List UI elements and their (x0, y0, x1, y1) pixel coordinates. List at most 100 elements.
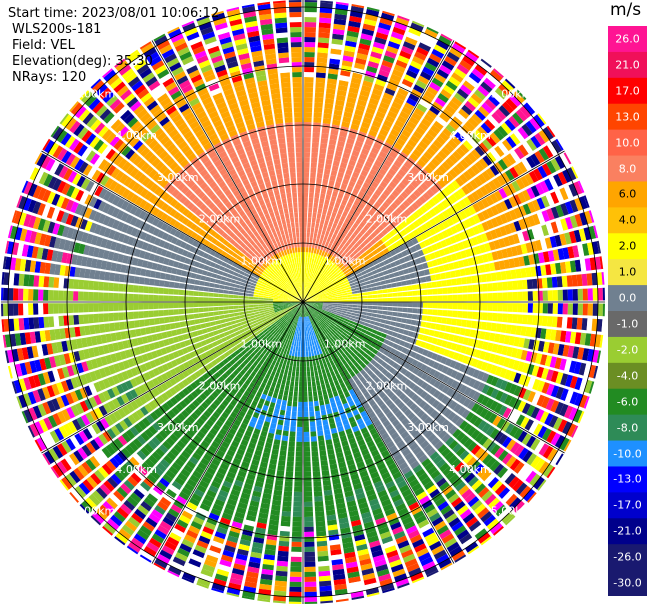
range-gate (374, 263, 381, 270)
range-gate (461, 277, 467, 285)
range-gate (335, 224, 342, 231)
range-gate (103, 292, 109, 301)
range-gate (342, 178, 349, 186)
range-gate (377, 289, 383, 294)
range-gate (498, 142, 509, 154)
range-gate (303, 122, 312, 128)
range-gate (467, 152, 478, 163)
range-gate (364, 160, 373, 168)
range-gate (347, 133, 357, 140)
range-gate (284, 228, 289, 235)
range-gate (576, 274, 583, 287)
range-gate (452, 243, 460, 252)
range-gate (218, 302, 224, 306)
range-gate (347, 91, 358, 99)
range-gate (281, 162, 289, 169)
range-gate (193, 308, 199, 313)
range-gate (447, 183, 457, 193)
range-gate (306, 295, 311, 299)
range-gate (339, 204, 346, 211)
range-gate (515, 178, 526, 190)
range-gate (356, 232, 363, 239)
range-gate (418, 140, 428, 150)
range-gate (292, 82, 302, 88)
range-gate (317, 228, 322, 235)
range-gate (466, 238, 474, 248)
range-gate (295, 147, 303, 153)
range-gate (381, 146, 390, 155)
range-gate (299, 232, 303, 238)
range-gate (467, 117, 479, 128)
range-gate (296, 237, 300, 243)
range-gate (322, 296, 328, 299)
range-gate (380, 213, 388, 221)
range-gate (258, 297, 264, 300)
range-gate (512, 194, 522, 206)
range-gate (312, 207, 318, 213)
range-gate (324, 163, 332, 170)
range-gate (173, 295, 179, 302)
range-gate (431, 243, 439, 252)
range-gate (325, 194, 331, 201)
range-gate (349, 226, 356, 233)
range-gate (422, 289, 428, 296)
range-gate (482, 139, 493, 150)
range-gate (391, 177, 400, 185)
range-gate (358, 94, 369, 102)
range-gate (417, 249, 425, 257)
range-gate (306, 262, 310, 268)
range-gate (275, 168, 282, 175)
range-gate (522, 203, 532, 215)
range-gate (356, 272, 363, 278)
range-gate (359, 267, 366, 273)
range-gate (292, 232, 296, 238)
range-gate (472, 214, 481, 224)
range-gate (348, 208, 355, 216)
range-gate (372, 298, 378, 302)
range-gate (291, 52, 302, 58)
range-gate (224, 314, 230, 319)
range-gate (311, 285, 315, 290)
range-gate (153, 317, 160, 325)
range-gate (404, 226, 412, 234)
range-gate (374, 159, 383, 168)
range-gate (541, 277, 548, 289)
range-gate (48, 303, 54, 314)
range-gate (297, 177, 303, 183)
range-gate (284, 177, 290, 184)
range-gate (375, 209, 383, 217)
range-gate (68, 303, 74, 314)
range-gate (367, 298, 373, 302)
range-gate (433, 266, 440, 274)
range-gate (391, 189, 400, 198)
range-gate (336, 291, 343, 295)
range-gate (293, 237, 297, 243)
range-gate (288, 232, 293, 239)
range-gate (343, 279, 349, 284)
range-gate (467, 227, 476, 237)
range-gate (215, 320, 221, 325)
range-gate (322, 283, 328, 288)
range-gate (554, 155, 566, 169)
range-gate (277, 42, 289, 49)
range-gate (522, 230, 530, 242)
range-gate (221, 323, 227, 328)
range-gate (371, 286, 377, 291)
range-gate (233, 305, 239, 309)
range-gate (426, 109, 438, 120)
range-gate (407, 296, 413, 302)
range-gate (336, 268, 342, 274)
range-gate (446, 207, 455, 217)
range-gate (322, 295, 328, 298)
range-gate (425, 275, 432, 282)
range-gate (229, 313, 235, 318)
range-gate (179, 321, 186, 328)
range-gate (228, 306, 234, 310)
range-gate (363, 231, 370, 238)
range-gate (426, 282, 433, 289)
range-gate (327, 73, 338, 80)
range-gate (542, 290, 548, 301)
range-gate (316, 283, 321, 288)
range-gate (28, 289, 34, 301)
range-gate (343, 228, 349, 235)
